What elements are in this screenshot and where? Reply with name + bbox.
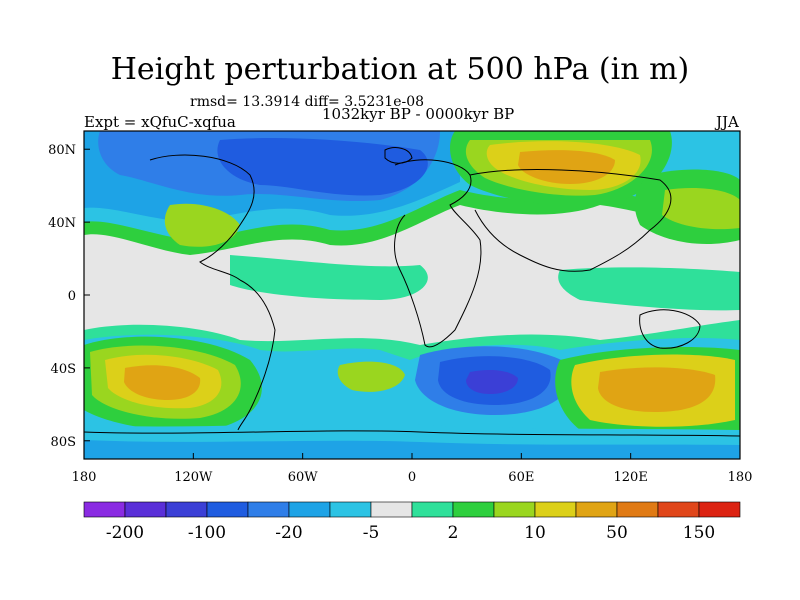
x-tick-label: 60W [288,470,319,485]
colorbar-swatch [165,501,208,518]
colorbar-label: 10 [524,523,546,543]
experiment-label: Expt = xQfuC-xqfua [84,113,236,131]
colorbar-swatch [493,501,536,518]
y-tick-label: 80N [48,143,76,158]
x-tick-label: 0 [408,470,416,485]
x-tick-label: 120W [174,470,213,485]
colorbar-swatch [616,501,659,518]
colorbar-swatch [575,501,618,518]
colorbar-swatch [124,501,167,518]
colorbar-label: -20 [275,523,302,543]
colorbar-label: -200 [106,523,144,543]
colorbar: -200 -100 -20 -5 2 10 50 150 [83,501,741,543]
colorbar-swatch [534,501,577,518]
colorbar-swatch [206,501,249,518]
height-field [84,131,740,459]
y-tick-label: 0 [68,289,76,304]
x-tick-label: 120E [614,470,648,485]
y-tick-label: 80S [51,435,76,450]
y-tick-label: 40S [51,362,76,377]
colorbar-label: 50 [606,523,628,543]
colorbar-label: -100 [188,523,226,543]
colorbar-swatch [411,501,454,518]
colorbar-swatch [698,501,741,518]
y-tick-label: 40N [48,216,76,231]
plot-title: Height perturbation at 500 hPa (in m) [110,52,690,87]
coastlines [84,147,740,437]
colorbar-swatch [370,501,413,518]
colorbar-swatch [452,501,495,518]
season-label: JJA [716,113,739,131]
map-axes: 180 120W 60W 0 60E 120E 180 80N 40N 0 40S 80S [48,143,752,485]
colorbar-swatch [657,501,700,518]
colorbar-label: 2 [448,523,459,543]
colorbar-label: -5 [363,523,380,543]
colorbar-label: 150 [683,523,715,543]
period-label: 1032kyr BP - 0000kyr BP [322,105,515,123]
x-tick-label: 180 [72,470,97,485]
colorbar-swatch [329,501,372,518]
colorbar-swatch [288,501,331,518]
x-tick-label: 180 [728,470,753,485]
stats-label: rmsd= 13.3914 diff= 3.5231e-08 [190,94,425,110]
x-tick-label: 60E [508,470,534,485]
colorbar-swatch [83,501,126,518]
colorbar-swatch [247,501,290,518]
